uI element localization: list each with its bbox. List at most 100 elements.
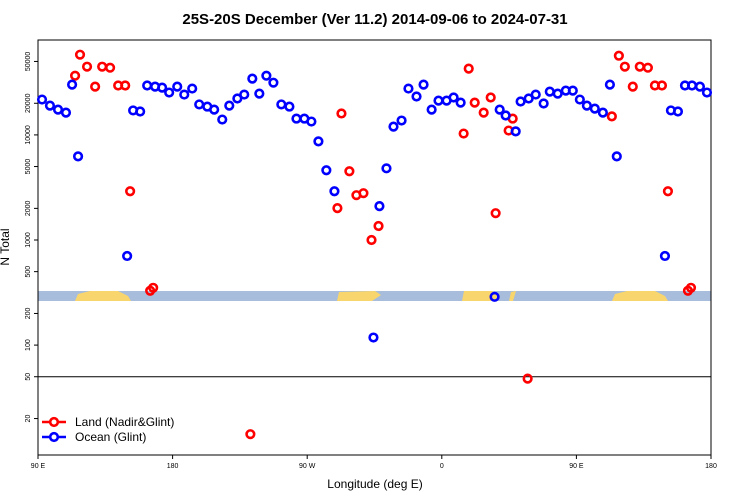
data-point: [552, 88, 563, 99]
y-tick-label: 200: [25, 308, 32, 320]
data-point: [148, 282, 159, 293]
data-point: [530, 89, 541, 100]
data-point: [619, 61, 630, 72]
data-point: [597, 107, 608, 118]
data-point: [358, 188, 369, 199]
data-point: [642, 62, 653, 73]
x-tick-label: 90 E: [569, 463, 584, 470]
data-point: [662, 186, 674, 197]
data-point: [589, 103, 600, 114]
x-tick-label: 0: [440, 463, 444, 470]
x-axis-label: Longitude (deg E): [327, 477, 422, 491]
data-point: [656, 80, 668, 91]
data-point: [672, 106, 684, 117]
legend-label: Land (Nadir&Glint): [75, 415, 174, 429]
data-point: [36, 94, 48, 105]
y-tick-label: 50000: [25, 52, 32, 72]
plot-frame: [37, 39, 712, 456]
data-point: [313, 136, 324, 147]
data-point: [306, 116, 317, 127]
data-point: [374, 201, 385, 212]
data-point: [60, 107, 72, 118]
data-point: [455, 97, 466, 108]
data-point: [336, 108, 347, 119]
legend-marker: [48, 416, 60, 428]
chart-title: 25S-20S December (Ver 11.2) 2014-09-06 t…: [182, 11, 567, 28]
data-point: [194, 99, 205, 110]
data-point: [604, 79, 616, 90]
data-point: [66, 79, 78, 90]
data-point: [172, 81, 183, 92]
data-point: [396, 115, 407, 126]
data-point: [403, 83, 414, 94]
data-point: [245, 429, 256, 440]
y-tick-label: 100: [25, 339, 32, 351]
data-point: [81, 61, 93, 72]
data-point: [332, 203, 343, 214]
data-point: [125, 186, 136, 197]
data-point: [685, 282, 697, 293]
x-tick-label: 180: [705, 463, 717, 470]
data-point: [613, 50, 624, 61]
data-point: [448, 92, 459, 103]
legend-marker: [48, 431, 60, 443]
data-point: [329, 186, 340, 197]
y-tick-label: 50: [25, 373, 32, 381]
data-point: [268, 77, 279, 88]
data-point: [694, 81, 706, 92]
data-point: [418, 79, 429, 90]
data-point: [490, 208, 501, 219]
x-tick-label: 90 E: [31, 463, 46, 470]
data-point: [538, 98, 549, 109]
y-tick-label: 1000: [25, 232, 32, 248]
data-point: [686, 80, 698, 91]
y-tick-label: 500: [25, 266, 32, 278]
data-point: [411, 91, 422, 102]
data-point: [72, 151, 84, 162]
data-point: [217, 114, 228, 125]
data-point: [104, 62, 116, 73]
y-axis-label: N Total: [0, 228, 12, 265]
data-point: [247, 73, 258, 84]
data-point: [135, 106, 146, 117]
data-point: [321, 165, 332, 176]
data-point: [463, 63, 474, 74]
y-tick-label: 10000: [25, 125, 32, 145]
y-tick-label: 20000: [25, 93, 32, 113]
data-point: [388, 121, 399, 132]
data-point: [701, 87, 713, 98]
data-point: [164, 87, 175, 98]
data-point: [373, 220, 384, 232]
data-point: [254, 88, 265, 99]
data-point: [606, 111, 617, 122]
data-point: [187, 83, 198, 94]
data-point: [567, 85, 578, 96]
data-point: [489, 291, 500, 302]
data-point: [458, 128, 469, 139]
data-point: [284, 101, 295, 112]
data-point: [515, 96, 526, 107]
y-tick-label: 20: [25, 415, 32, 423]
data-point: [74, 49, 86, 60]
data-point: [179, 89, 190, 100]
data-point: [634, 61, 645, 72]
y-tick-label: 2000: [25, 200, 32, 216]
data-point: [120, 80, 131, 91]
data-point: [69, 70, 81, 81]
data-point: [291, 113, 302, 124]
data-point: [500, 110, 511, 121]
data-point: [239, 89, 250, 100]
data-point: [627, 81, 638, 92]
data-point: [381, 163, 392, 174]
x-tick-label: 90 W: [299, 463, 316, 470]
data-point: [574, 94, 585, 105]
legend-label: Ocean (Glint): [75, 430, 146, 444]
map-strip: [38, 291, 711, 301]
data-point: [52, 104, 64, 115]
data-point: [276, 99, 287, 110]
data-point: [433, 95, 444, 106]
data-point: [522, 373, 533, 384]
data-point: [469, 97, 480, 108]
data-point: [261, 70, 272, 81]
